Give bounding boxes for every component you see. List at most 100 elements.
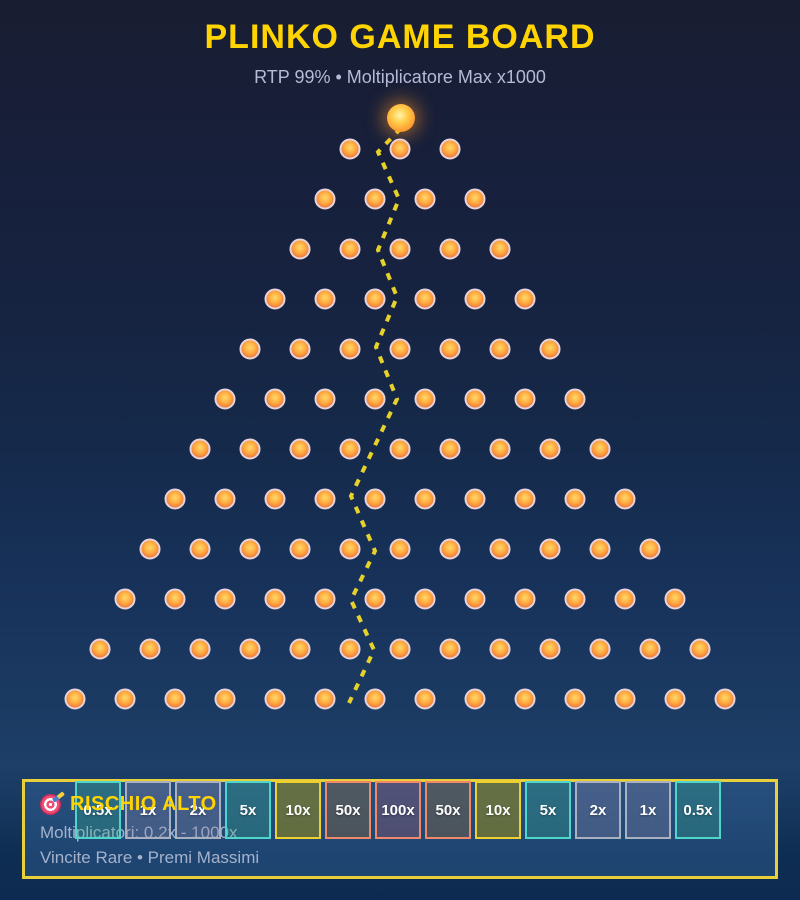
- peg: [464, 588, 486, 610]
- peg: [414, 388, 436, 410]
- multiplier-slot: 50x: [425, 781, 471, 839]
- multiplier-label: 0.5x: [683, 801, 713, 819]
- multiplier-label: 10x: [285, 801, 311, 819]
- multiplier-slot: 10x: [475, 781, 521, 839]
- peg: [314, 588, 336, 610]
- peg: [364, 588, 386, 610]
- multiplier-slot: 50x: [325, 781, 371, 839]
- peg: [239, 638, 261, 660]
- peg: [389, 638, 411, 660]
- peg: [414, 688, 436, 710]
- peg: [289, 438, 311, 460]
- peg: [464, 688, 486, 710]
- peg: [614, 688, 636, 710]
- peg: [164, 688, 186, 710]
- peg: [414, 188, 436, 210]
- multiplier-slot: 1x: [125, 781, 171, 839]
- peg: [664, 688, 686, 710]
- peg: [339, 338, 361, 360]
- peg: [339, 238, 361, 260]
- multiplier-label: 1x: [639, 801, 657, 819]
- peg: [639, 538, 661, 560]
- ball: [387, 104, 415, 132]
- peg: [289, 638, 311, 660]
- peg: [414, 588, 436, 610]
- peg: [364, 288, 386, 310]
- peg: [539, 438, 561, 460]
- peg: [389, 238, 411, 260]
- peg: [214, 588, 236, 610]
- peg: [139, 638, 161, 660]
- multiplier-slot: 1x: [625, 781, 671, 839]
- peg: [114, 588, 136, 610]
- peg: [214, 388, 236, 410]
- peg: [289, 238, 311, 260]
- peg: [114, 688, 136, 710]
- multiplier-label: 50x: [435, 801, 461, 819]
- peg: [164, 588, 186, 610]
- peg: [514, 288, 536, 310]
- peg: [439, 338, 461, 360]
- peg: [539, 638, 561, 660]
- peg: [514, 388, 536, 410]
- peg: [339, 138, 361, 160]
- peg: [539, 538, 561, 560]
- peg: [239, 438, 261, 460]
- peg: [464, 188, 486, 210]
- peg: [564, 688, 586, 710]
- peg: [389, 538, 411, 560]
- multiplier-label: 5x: [239, 801, 257, 819]
- multiplier-label: 10x: [485, 801, 511, 819]
- peg: [589, 438, 611, 460]
- peg: [564, 588, 586, 610]
- page-title: PLINKO GAME BOARD: [204, 18, 596, 56]
- peg: [714, 688, 736, 710]
- peg: [489, 638, 511, 660]
- multiplier-label: 2x: [189, 801, 207, 819]
- peg: [464, 488, 486, 510]
- peg: [214, 488, 236, 510]
- multiplier-label: 5x: [539, 801, 557, 819]
- peg: [489, 238, 511, 260]
- peg: [314, 288, 336, 310]
- peg: [189, 638, 211, 660]
- peg: [339, 538, 361, 560]
- peg: [339, 438, 361, 460]
- risk-line: RISCHIO ALTO: [40, 793, 217, 816]
- peg: [564, 488, 586, 510]
- peg: [489, 338, 511, 360]
- peg: [439, 538, 461, 560]
- multiplier-slot: 2x: [175, 781, 221, 839]
- wins-info-text: Vincite Rare • Premi Massimi: [40, 848, 260, 867]
- target-icon: [40, 794, 61, 815]
- multiplier-slot: 100x: [375, 781, 421, 839]
- multiplier-slot: 0.5x: [75, 781, 121, 839]
- multiplier-slot: 5x: [525, 781, 571, 839]
- peg: [339, 638, 361, 660]
- multiplier-label: 2x: [589, 801, 607, 819]
- peg: [514, 588, 536, 610]
- peg: [514, 688, 536, 710]
- peg: [364, 188, 386, 210]
- peg: [539, 338, 561, 360]
- peg: [164, 488, 186, 510]
- peg: [314, 388, 336, 410]
- peg: [314, 188, 336, 210]
- multiplier-label: 0.5x: [83, 801, 113, 819]
- peg: [689, 638, 711, 660]
- info-panel: RISCHIO ALTO Moltiplicatori: 0.2x - 1000…: [22, 779, 778, 879]
- peg: [439, 638, 461, 660]
- peg: [239, 338, 261, 360]
- multiplier-label: 50x: [335, 801, 361, 819]
- multiplier-label: 1x: [139, 801, 157, 819]
- multiplier-slot: 2x: [575, 781, 621, 839]
- peg: [489, 538, 511, 560]
- peg: [439, 438, 461, 460]
- peg: [614, 588, 636, 610]
- peg: [464, 288, 486, 310]
- peg: [614, 488, 636, 510]
- peg: [414, 488, 436, 510]
- peg: [364, 488, 386, 510]
- peg: [264, 388, 286, 410]
